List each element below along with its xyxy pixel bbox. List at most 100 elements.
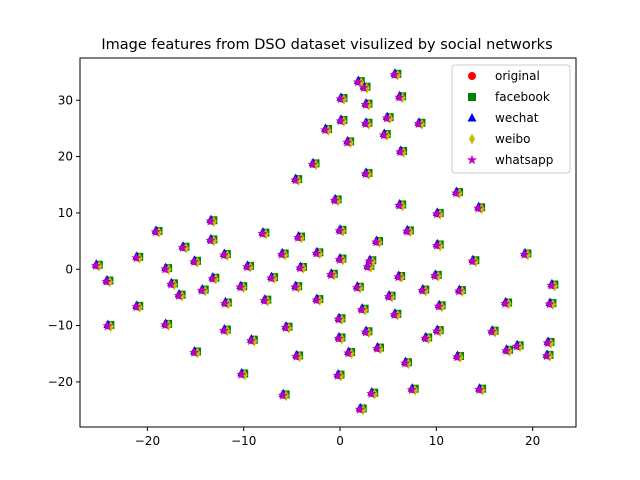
- legend-label-weibo: weibo: [495, 132, 531, 146]
- data-point-whatsapp: [335, 115, 346, 126]
- data-point-whatsapp: [90, 260, 101, 271]
- data-point-whatsapp: [325, 269, 336, 280]
- data-point-whatsapp: [511, 341, 522, 351]
- data-point-whatsapp: [354, 404, 365, 414]
- chart-title: Image features from DSO dataset visulize…: [101, 37, 552, 53]
- data-point-whatsapp: [320, 124, 331, 135]
- data-point-whatsapp: [102, 320, 113, 331]
- data-point-whatsapp: [196, 285, 207, 295]
- data-point-whatsapp: [150, 226, 161, 237]
- legend-marker-original: [468, 72, 476, 80]
- data-point-whatsapp: [290, 282, 301, 292]
- data-point-whatsapp: [343, 348, 354, 358]
- data-point-whatsapp: [219, 325, 229, 335]
- legend-label-facebook: facebook: [495, 90, 550, 104]
- legend-marker-wechat: [467, 113, 477, 122]
- data-point-whatsapp: [389, 309, 400, 320]
- data-point-whatsapp: [394, 200, 405, 210]
- data-point-whatsapp: [429, 270, 440, 281]
- data-point-whatsapp: [189, 347, 200, 357]
- data-point-whatsapp: [131, 252, 142, 263]
- data-point-whatsapp: [372, 343, 383, 353]
- data-point-whatsapp: [246, 335, 256, 346]
- legend-marker-weibo: [469, 133, 475, 145]
- data-point-whatsapp: [546, 280, 557, 290]
- data-point-whatsapp: [311, 248, 322, 258]
- y-tick-label: 30: [58, 93, 73, 107]
- data-point-whatsapp: [166, 279, 176, 289]
- data-point-whatsapp: [395, 146, 406, 157]
- data-point-whatsapp: [352, 77, 363, 87]
- data-point-whatsapp: [101, 276, 112, 286]
- data-point-whatsapp: [242, 261, 253, 272]
- data-point-whatsapp: [544, 298, 555, 309]
- data-point-whatsapp: [334, 254, 345, 264]
- data-point-whatsapp: [219, 249, 229, 260]
- data-point-whatsapp: [311, 295, 322, 305]
- data-point-whatsapp: [335, 93, 346, 104]
- data-point-whatsapp: [307, 159, 318, 169]
- x-axis: −20 −10 0 10 20: [135, 427, 540, 448]
- data-point-whatsapp: [452, 351, 462, 362]
- data-point-whatsapp: [160, 319, 171, 330]
- data-point-whatsapp: [342, 137, 353, 147]
- y-axis: −20 −10 0 10 20 30: [48, 93, 80, 389]
- data-points: [90, 68, 559, 416]
- y-tick-label: 0: [65, 262, 73, 276]
- data-point-whatsapp: [431, 208, 442, 219]
- data-point-whatsapp: [358, 82, 369, 93]
- data-point-whatsapp: [473, 203, 484, 213]
- x-tick-label: 10: [429, 434, 444, 448]
- legend-box: [451, 64, 571, 174]
- data-point-whatsapp: [332, 370, 343, 380]
- data-point-whatsapp: [360, 118, 371, 129]
- data-point-whatsapp: [236, 369, 247, 379]
- legend-label-whatsapp: whatsapp: [495, 153, 553, 167]
- data-point-whatsapp: [542, 337, 553, 348]
- data-point-whatsapp: [431, 240, 442, 250]
- legend-label-wechat: wechat: [495, 111, 539, 125]
- data-point-whatsapp: [393, 271, 404, 282]
- data-point-whatsapp: [486, 326, 497, 336]
- data-point-whatsapp: [266, 273, 277, 283]
- data-point-whatsapp: [333, 314, 344, 324]
- data-point-whatsapp: [378, 129, 389, 140]
- data-point-whatsapp: [394, 92, 405, 102]
- data-point-whatsapp: [519, 249, 530, 259]
- data-point-whatsapp: [381, 113, 392, 123]
- y-tick-label: −20: [48, 375, 73, 389]
- data-point-whatsapp: [451, 188, 462, 198]
- data-point-whatsapp: [290, 175, 301, 185]
- data-point-whatsapp: [474, 384, 485, 395]
- data-point-whatsapp: [433, 301, 444, 311]
- data-point-whatsapp: [207, 273, 218, 284]
- data-point-whatsapp: [431, 326, 442, 336]
- data-point-whatsapp: [259, 295, 270, 306]
- data-point-whatsapp: [362, 261, 373, 272]
- data-point-whatsapp: [360, 327, 371, 337]
- data-point-whatsapp: [177, 242, 188, 253]
- legend: original facebook wechat weibo whatsapp: [451, 64, 571, 174]
- data-point-whatsapp: [467, 256, 478, 266]
- data-point-whatsapp: [220, 298, 230, 308]
- x-tick-label: −20: [135, 434, 160, 448]
- x-tick-label: 0: [336, 434, 344, 448]
- data-point-whatsapp: [420, 333, 431, 343]
- data-point-whatsapp: [406, 384, 417, 395]
- data-point-whatsapp: [189, 256, 200, 267]
- data-point-whatsapp: [334, 225, 345, 236]
- data-point-whatsapp: [333, 333, 344, 343]
- data-point-whatsapp: [257, 228, 268, 238]
- data-point-whatsapp: [454, 286, 464, 296]
- data-point-whatsapp: [389, 69, 400, 80]
- data-point-whatsapp: [360, 99, 371, 109]
- data-point-whatsapp: [501, 345, 512, 356]
- data-point-whatsapp: [364, 256, 375, 266]
- data-point-whatsapp: [383, 291, 394, 302]
- data-point-whatsapp: [360, 168, 371, 179]
- x-tick-label: 20: [525, 434, 540, 448]
- data-point-whatsapp: [413, 118, 424, 129]
- data-point-whatsapp: [280, 322, 291, 333]
- data-point-whatsapp: [131, 301, 142, 312]
